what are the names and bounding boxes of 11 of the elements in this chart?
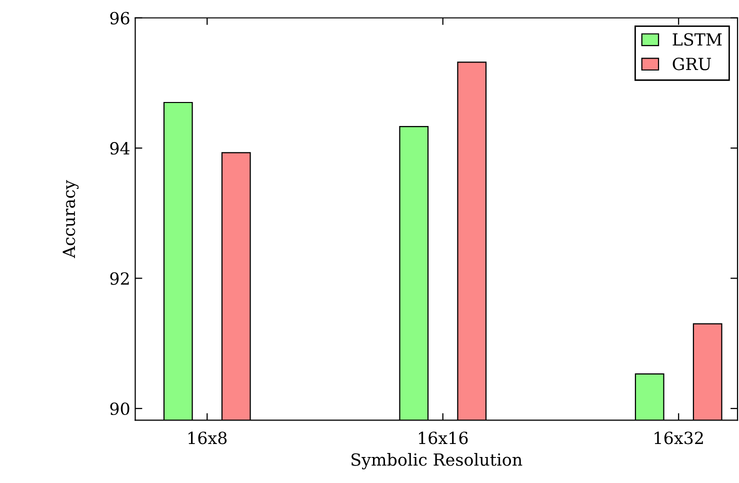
x-axis-title: Symbolic Resolution bbox=[352, 453, 522, 470]
x-tick-label: 16x16 bbox=[418, 432, 468, 444]
legend-label: GRU bbox=[672, 58, 712, 70]
legend-label: LSTM bbox=[672, 33, 722, 46]
y-axis-title: Accuracy bbox=[62, 180, 79, 258]
y-tick-label: 90 bbox=[110, 402, 130, 416]
x-tick-label: 16x8 bbox=[188, 432, 227, 444]
y-tick-label: 96 bbox=[110, 12, 130, 24]
x-tick-label: 16x32 bbox=[654, 432, 703, 444]
y-tick-label: 92 bbox=[110, 272, 129, 285]
y-tick-label: 94 bbox=[110, 142, 130, 155]
